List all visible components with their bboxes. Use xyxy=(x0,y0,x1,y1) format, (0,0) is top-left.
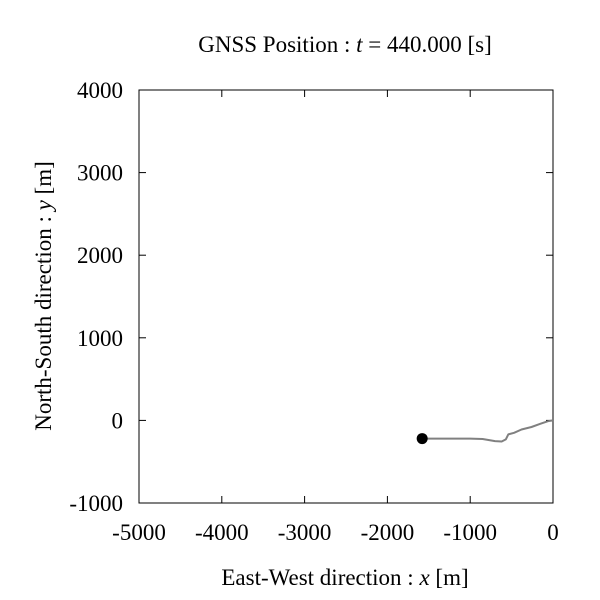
y-tick-label: 1000 xyxy=(77,326,123,351)
y-tick-label: 0 xyxy=(112,408,124,433)
chart-title: GNSS Position : t = 440.000 [s] xyxy=(198,32,492,57)
x-tick-label: -2000 xyxy=(361,520,415,545)
x-tick-label: -5000 xyxy=(112,520,166,545)
x-axis-label-prefix: East-West direction : xyxy=(221,565,419,590)
x-axis-label-var: x xyxy=(418,565,430,590)
y-axis-label-suffix: [m] xyxy=(31,161,56,200)
x-tick-label: 0 xyxy=(547,520,559,545)
chart-title-prefix: GNSS Position : xyxy=(198,32,356,57)
chart-title-suffix: = 440.000 [s] xyxy=(363,32,492,57)
y-axis-label-prefix: North-South direction : xyxy=(31,210,56,430)
chart-title-var: t xyxy=(356,32,363,57)
plot-frame xyxy=(138,89,554,504)
x-tick-label: -3000 xyxy=(278,520,332,545)
y-axis-label-var: y xyxy=(31,199,56,212)
y-tick-label: 2000 xyxy=(77,243,123,268)
current-position-marker xyxy=(416,433,428,445)
y-tick-label: 3000 xyxy=(77,161,123,186)
trajectory-line xyxy=(422,419,554,443)
y-tick-label: 4000 xyxy=(77,78,123,103)
plot-area: -5000 -4000 -3000 -2000 -1000 0 -1000 0 1000 2000… xyxy=(69,78,558,545)
x-axis-label-suffix: [m] xyxy=(430,565,469,590)
x-tick-label: -4000 xyxy=(195,520,249,545)
y-axis-label: North-South direction : y [m] xyxy=(31,161,56,431)
x-tick-label: -1000 xyxy=(443,520,497,545)
y-tick-label: -1000 xyxy=(69,491,123,516)
x-axis-label: East-West direction : x [m] xyxy=(221,565,468,590)
